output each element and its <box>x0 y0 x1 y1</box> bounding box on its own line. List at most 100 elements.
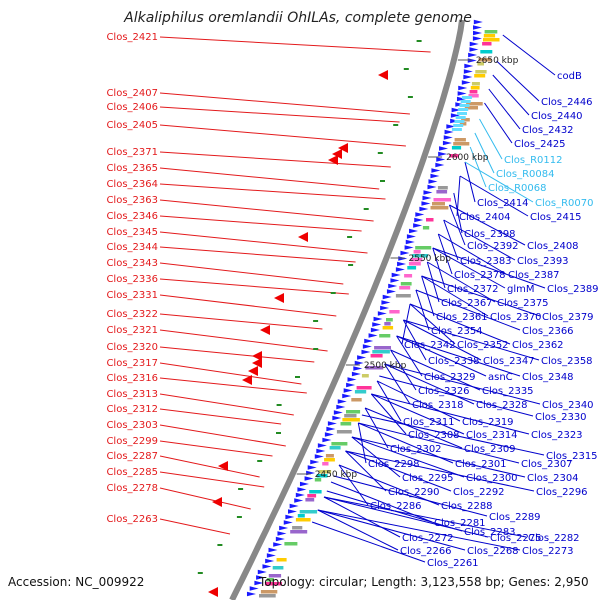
right-gene-label: Clos_2261 <box>427 558 479 569</box>
left-label-leader <box>160 409 281 424</box>
gene-mark <box>238 488 243 490</box>
right-gene-label: Clos_R0070 <box>535 198 594 209</box>
forward-gene-arrow <box>406 240 415 244</box>
right-gene-label: Clos_2415 <box>530 212 582 223</box>
right-label-leader <box>422 276 540 316</box>
left-label-leader <box>160 93 410 114</box>
gene-feature-block <box>480 50 492 54</box>
forward-gene-arrow <box>473 31 482 35</box>
forward-gene-arrow <box>462 80 471 84</box>
map-title: Alkaliphilus oremlandii OhILAs, complete… <box>123 10 472 26</box>
left-label-leader <box>160 378 307 393</box>
right-gene-label: Clos_2272 <box>402 533 454 544</box>
right-gene-label: Clos_2362 <box>512 340 564 351</box>
forward-gene-arrow <box>371 328 380 332</box>
forward-gene-arrow <box>407 234 416 238</box>
gene-feature-block <box>300 510 317 514</box>
forward-gene-arrow <box>334 410 343 414</box>
gene-feature-block <box>399 286 410 290</box>
forward-gene-arrow <box>423 190 432 194</box>
forward-gene-arrow <box>392 273 401 277</box>
forward-gene-arrow <box>409 229 418 233</box>
forward-gene-arrow <box>348 377 357 381</box>
gene-feature-block <box>475 70 486 74</box>
forward-gene-arrow <box>338 399 347 403</box>
gene-feature-block <box>384 322 390 326</box>
forward-gene-arrow <box>328 421 337 425</box>
forward-gene-arrow <box>247 592 256 596</box>
left-gene-label: Clos_2365 <box>106 163 158 174</box>
forward-gene-arrow <box>464 69 473 73</box>
left-label-leader <box>160 519 230 534</box>
right-gene-label: Clos_2273 <box>522 546 574 557</box>
left-gene-label: Clos_2343 <box>106 258 158 269</box>
right-gene-label: Clos_2288 <box>441 501 493 512</box>
gene-feature-block <box>431 206 449 210</box>
forward-gene-arrow <box>397 262 406 266</box>
gene-feature-block <box>337 430 352 434</box>
left-label-leader <box>160 330 328 351</box>
right-label-leader <box>444 220 515 260</box>
gene-mark <box>417 40 422 42</box>
left-gene-label: Clos_2406 <box>106 102 158 113</box>
gene-mark <box>277 404 282 406</box>
gene-mark <box>404 68 409 70</box>
right-gene-label: Clos_2302 <box>390 444 442 455</box>
forward-gene-arrow <box>458 91 467 95</box>
reverse-gene-arrow <box>248 366 258 376</box>
forward-gene-arrow <box>318 443 327 447</box>
left-label-leader <box>160 125 406 146</box>
rna-feature-block <box>458 108 468 111</box>
left-label-leader <box>160 441 273 456</box>
right-gene-label: Clos_2432 <box>522 125 574 136</box>
right-gene-label: Clos_2338 <box>428 356 480 367</box>
rna-feature-block <box>453 124 463 127</box>
right-gene-label: Clos_2440 <box>531 111 583 122</box>
forward-gene-arrow <box>269 548 278 552</box>
gene-feature-block <box>415 246 431 250</box>
gene-feature-block <box>383 326 394 330</box>
right-gene-label: Clos_2398 <box>464 229 516 240</box>
kbp-tick-label: 2500 kbp <box>364 361 407 371</box>
forward-gene-arrow <box>326 427 335 431</box>
gene-feature-block <box>436 190 447 194</box>
gene-feature-block <box>362 374 369 378</box>
gene-feature-block <box>290 530 307 534</box>
right-gene-label: Clos_2311 <box>403 417 455 428</box>
gene-feature-block <box>331 442 347 446</box>
left-gene-label: Clos_2285 <box>106 467 158 478</box>
forward-gene-arrow <box>267 553 276 557</box>
left-gene-label: Clos_2287 <box>106 451 158 462</box>
gene-feature-block <box>357 386 372 390</box>
left-gene-label: Clos_2320 <box>106 342 158 353</box>
forward-gene-arrow <box>294 498 303 502</box>
forward-gene-arrow <box>315 454 324 458</box>
forward-gene-arrow <box>428 179 437 183</box>
reverse-gene-arrow <box>242 375 252 385</box>
gene-feature-block <box>374 346 391 350</box>
kbp-tick-label: 2600 kbp <box>446 153 489 163</box>
gene-mark <box>295 376 300 378</box>
gene-feature-block <box>298 514 305 518</box>
left-gene-label: Clos_2364 <box>106 179 158 190</box>
forward-gene-arrow <box>473 25 482 29</box>
forward-gene-arrow <box>372 322 381 326</box>
left-gene-label: Clos_2344 <box>106 242 158 253</box>
forward-gene-arrow <box>265 559 274 563</box>
right-gene-label: Clos_2329 <box>424 372 476 383</box>
gene-feature-block <box>471 86 480 90</box>
rna-feature-block <box>452 128 462 131</box>
gene-feature-block <box>474 74 485 78</box>
right-label-leader <box>497 61 539 101</box>
gene-labels: Clos_2421Clos_2407Clos_2406Clos_2405Clos… <box>106 32 598 569</box>
forward-gene-arrow <box>336 405 345 409</box>
forward-gene-arrow <box>310 460 319 464</box>
gene-feature-block <box>453 142 469 146</box>
kbp-tick-label: 2550 kbp <box>409 254 452 264</box>
forward-gene-arrow <box>344 388 353 392</box>
kbp-tick-label: 2450 kbp <box>315 470 358 480</box>
reverse-gene-arrow <box>208 587 218 597</box>
gene-feature-block <box>330 446 341 450</box>
left-gene-label: Clos_2317 <box>106 358 158 369</box>
right-gene-label: Clos_2289 <box>489 512 541 523</box>
